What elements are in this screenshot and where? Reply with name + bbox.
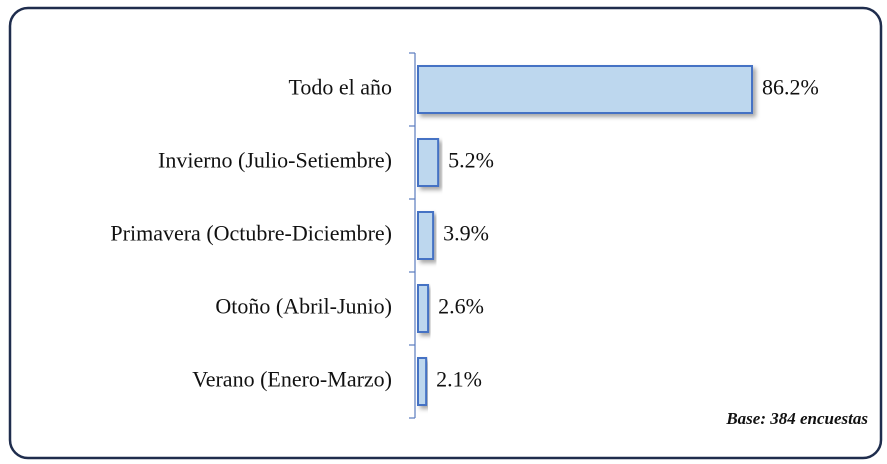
value-label: 2.1% [436,367,482,392]
category-label: Invierno (Julio-Setiembre) [158,148,392,173]
value-label: 2.6% [438,294,484,319]
value-label: 5.2% [448,148,494,173]
bar [417,65,754,114]
frame [8,6,883,460]
category-label: Todo el año [288,75,392,100]
bar [417,138,440,187]
category-label: Otoño (Abril-Junio) [215,294,392,319]
bar [417,357,428,406]
category-label: Primavera (Octubre-Diciembre) [110,221,392,246]
annotation: Base: 384 encuestas [725,409,868,428]
value-label: 3.9% [443,221,489,246]
bar [417,284,430,333]
bar [417,211,435,260]
category-label: Verano (Enero-Marzo) [192,367,392,392]
value-label: 86.2% [762,75,819,100]
